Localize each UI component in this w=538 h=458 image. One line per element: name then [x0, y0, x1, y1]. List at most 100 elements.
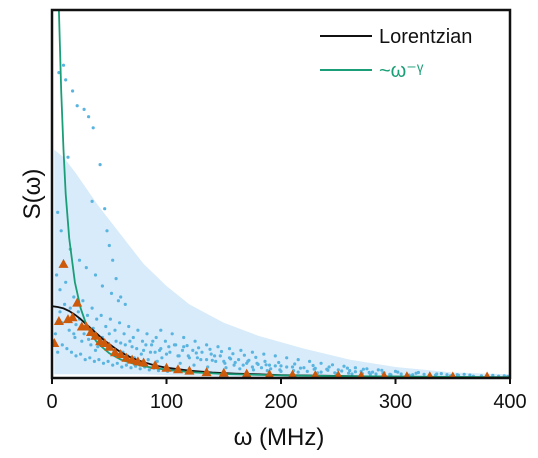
- sample-point-67: [241, 363, 245, 367]
- sample-point-200: [251, 368, 256, 372]
- y-axis-title: S(ω): [19, 169, 46, 220]
- measured-point-18: [138, 357, 149, 367]
- sample-point-250: [311, 363, 315, 368]
- sample-point-38: [108, 317, 112, 321]
- measured-point-21: [173, 364, 183, 374]
- sample-point-2: [64, 78, 68, 82]
- sample-point-134: [187, 356, 191, 360]
- sample-point-51: [168, 350, 172, 354]
- sample-point-161: [262, 352, 266, 356]
- sample-point-76: [285, 365, 289, 369]
- sample-point-180: [219, 349, 224, 354]
- sample-point-42: [127, 324, 131, 329]
- sample-point-237: [148, 350, 153, 354]
- sample-point-174: [439, 372, 443, 376]
- sample-point-108: [83, 358, 87, 362]
- sample-point-45: [140, 339, 145, 343]
- sample-point-162: [273, 354, 277, 358]
- measured-point-30: [357, 370, 366, 378]
- measured-point-7: [81, 321, 92, 331]
- sample-point-179: [208, 347, 212, 351]
- sample-point-128: [119, 341, 123, 345]
- sample-point-208: [389, 373, 393, 377]
- sample-point-120: [138, 367, 142, 371]
- sample-point-232: [123, 343, 127, 347]
- sample-point-230: [114, 339, 118, 343]
- sample-point-136: [210, 358, 214, 362]
- sample-point-139: [245, 361, 249, 365]
- x-ticks: 0 100 200 300 400: [46, 378, 527, 413]
- sample-point-66: [237, 358, 241, 362]
- sample-point-132: [164, 352, 169, 356]
- measured-point-4: [67, 312, 78, 322]
- sample-point-220: [72, 332, 76, 336]
- measured-point-12: [104, 341, 115, 351]
- sample-point-164: [296, 358, 300, 362]
- sample-point-153: [170, 332, 174, 336]
- sample-point-37: [104, 324, 108, 329]
- sample-point-196: [192, 363, 196, 367]
- confidence-band: [54, 149, 510, 378]
- sample-point-103: [60, 343, 64, 347]
- sample-point-9: [66, 155, 70, 159]
- sample-point-105: [69, 350, 74, 354]
- sample-point-244: [213, 354, 217, 358]
- measured-point-25: [241, 368, 252, 378]
- x-tick-label-0: 0: [46, 391, 57, 413]
- sample-point-8: [98, 163, 102, 167]
- power-law-line: [58, 10, 510, 378]
- measured-point-32: [403, 371, 411, 378]
- sample-point-34: [90, 306, 94, 310]
- sample-point-166: [319, 361, 323, 365]
- sample-point-229: [107, 332, 111, 336]
- sample-point-36: [99, 313, 103, 317]
- sample-point-119: [134, 364, 138, 368]
- measured-point-31: [380, 370, 389, 378]
- sample-point-176: [174, 343, 178, 347]
- sample-point-39: [113, 328, 117, 332]
- measured-point-13: [110, 347, 120, 357]
- sample-point-94: [422, 372, 426, 376]
- sample-point-184: [67, 328, 71, 332]
- sample-point-157: [216, 345, 220, 349]
- sample-point-148: [348, 369, 352, 373]
- sample-point-154: [182, 335, 186, 340]
- sample-point-107: [79, 352, 83, 356]
- sample-point-169: [353, 366, 357, 370]
- sample-point-84: [340, 369, 344, 373]
- sample-point-4: [75, 104, 79, 108]
- sample-point-181: [231, 352, 235, 356]
- sample-point-138: [233, 360, 237, 365]
- sample-point-117: [124, 363, 128, 367]
- measured-point-23: [201, 367, 212, 377]
- sample-point-86: [353, 370, 357, 374]
- sample-point-254: [380, 368, 384, 372]
- sample-point-23: [100, 284, 104, 288]
- sample-point-170: [365, 367, 369, 371]
- sample-point-236: [144, 343, 148, 347]
- measured-point-9: [90, 330, 101, 340]
- measured-point-17: [132, 356, 143, 366]
- measured-point-2: [58, 258, 69, 268]
- sample-point-74: [273, 364, 277, 368]
- sample-point-0: [57, 71, 61, 75]
- sample-point-43: [131, 335, 135, 340]
- sample-point-141: [267, 363, 272, 367]
- sample-point-257: [435, 372, 439, 376]
- sample-point-62: [218, 354, 222, 358]
- sample-point-60: [209, 352, 213, 356]
- sample-point-26: [123, 302, 127, 306]
- sample-point-160: [250, 350, 254, 354]
- sample-point-183: [254, 355, 258, 359]
- x-tick-label-300: 300: [379, 391, 412, 413]
- sample-point-58: [200, 350, 204, 354]
- sample-point-159: [239, 348, 243, 352]
- sample-point-238: [151, 339, 155, 343]
- sample-point-20: [77, 258, 82, 262]
- x-tick-label-200: 200: [264, 391, 297, 413]
- sample-point-50: [163, 339, 167, 343]
- sample-point-215: [56, 350, 60, 354]
- sample-point-194: [155, 359, 159, 363]
- sample-point-130: [142, 348, 146, 352]
- sample-point-152: [159, 328, 163, 332]
